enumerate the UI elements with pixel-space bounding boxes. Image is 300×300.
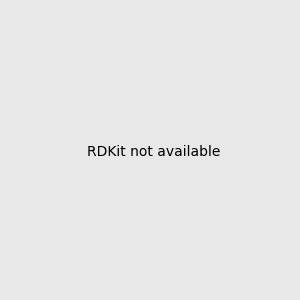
Text: RDKit not available: RDKit not available xyxy=(87,145,220,158)
